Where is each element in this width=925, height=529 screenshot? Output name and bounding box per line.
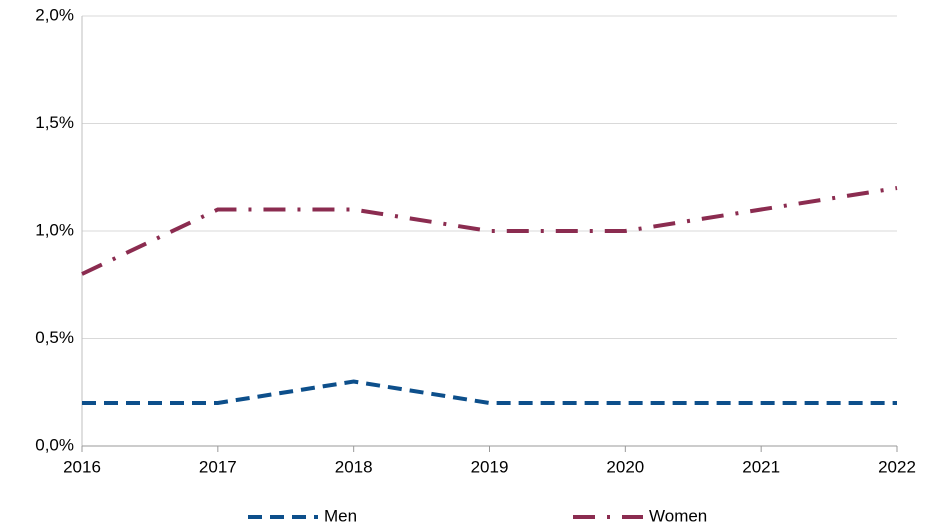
legend-label: Women <box>649 506 707 525</box>
y-tick-label: 2,0% <box>35 5 74 24</box>
line <box>82 379 897 405</box>
y-tick-label: 0,5% <box>35 328 74 347</box>
y-tick-label: 1,0% <box>35 220 74 239</box>
x-tick-label: 2019 <box>471 457 509 476</box>
y-tick-label: 0,0% <box>35 435 74 454</box>
x-tick-label: 2022 <box>878 457 916 476</box>
x-tick-label: 2016 <box>63 457 101 476</box>
x-tick-label: 2017 <box>199 457 237 476</box>
legend-label: Men <box>324 506 357 525</box>
x-tick-label: 2020 <box>606 457 644 476</box>
y-tick-label: 1,5% <box>35 113 74 132</box>
line <box>81 186 898 276</box>
x-tick-label: 2021 <box>742 457 780 476</box>
x-tick-label: 2018 <box>335 457 373 476</box>
